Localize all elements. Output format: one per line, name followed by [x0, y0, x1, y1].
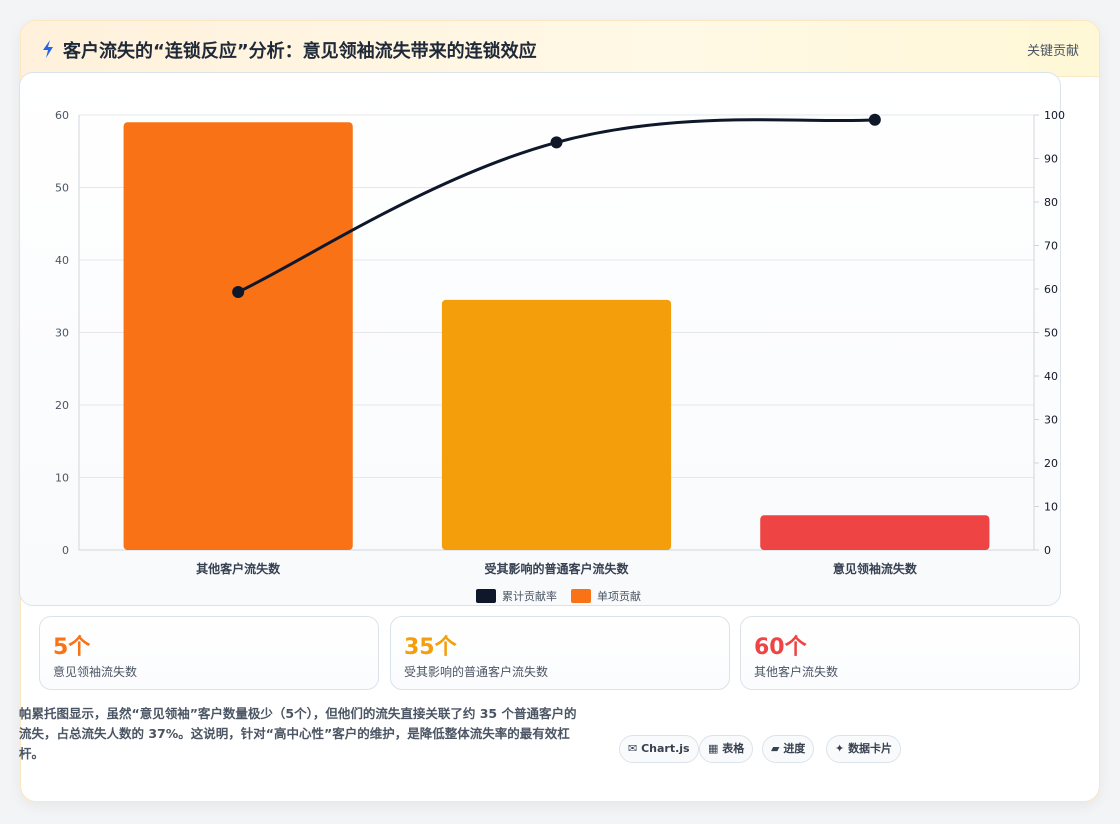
y-tick-label-right: 60	[1044, 283, 1058, 296]
stat-value: 5个	[53, 635, 91, 660]
y-tick-label-right: 40	[1044, 370, 1058, 383]
y-tick-label-left: 30	[55, 327, 69, 340]
y-tick-label-right: 20	[1044, 457, 1058, 470]
y-tick-label-left: 20	[55, 399, 69, 412]
y-tick-label-right: 50	[1044, 327, 1058, 340]
chart-icon: ✉	[628, 742, 638, 755]
y-tick-label-right: 30	[1044, 414, 1058, 427]
analysis-description: 帕累托图显示，虽然“意见领袖”客户数量极少（5个），但他们的流失直接关联了约 3…	[19, 706, 577, 761]
line-point	[868, 113, 881, 126]
key-contribution-badge: 关键贡献	[1026, 44, 1079, 59]
stat-value: 60个	[754, 635, 807, 660]
stat-card-affected: 35个 受其影响的普通客户流失数	[390, 616, 730, 690]
tag-data-card[interactable]: ✦ 数据卡片	[826, 735, 902, 763]
bar	[441, 299, 672, 550]
y-tick-label-left: 60	[55, 109, 69, 122]
tag-table[interactable]: ▦ 表格	[699, 735, 754, 763]
y-tick-label-right: 0	[1044, 544, 1051, 557]
tag-label: Chart.js	[641, 742, 690, 755]
bar	[123, 122, 353, 550]
y-tick-label-right: 80	[1044, 196, 1058, 209]
y-tick-label-left: 40	[55, 254, 69, 267]
legend-label-single: 单项贡献	[597, 589, 641, 603]
stat-label: 意见领袖流失数	[53, 665, 138, 679]
legend-swatch-single	[571, 589, 591, 603]
x-tick-label: 受其影响的普通客户流失数	[484, 561, 629, 576]
x-tick-label: 意见领袖流失数	[833, 561, 918, 576]
sparkle-icon: ✦	[835, 742, 845, 755]
y-tick-label-left: 0	[62, 544, 69, 557]
stat-label: 其他客户流失数	[754, 665, 839, 679]
table-icon: ▦	[708, 742, 719, 755]
bar	[760, 515, 990, 550]
lightning-icon	[43, 40, 53, 58]
stat-label: 受其影响的普通客户流失数	[404, 665, 549, 679]
tag-progress[interactable]: ▰ 进度	[762, 735, 815, 763]
tag-chartjs[interactable]: ✉ Chart.js	[619, 735, 699, 763]
card-header: 客户流失的“连锁反应”分析：意见领袖流失带来的连锁效应 关键贡献	[21, 21, 1099, 77]
line-point	[550, 136, 563, 149]
tag-label: 数据卡片	[848, 742, 893, 755]
y-tick-label-right: 100	[1044, 109, 1065, 122]
tag-label: 进度	[783, 742, 806, 755]
y-tick-label-right: 90	[1044, 153, 1058, 166]
stat-card-other: 60个 其他客户流失数	[740, 616, 1080, 690]
x-tick-label: 其他客户流失数	[196, 561, 281, 576]
tag-label: 表格	[722, 742, 745, 755]
progress-icon: ▰	[771, 742, 780, 755]
y-tick-label-right: 70	[1044, 240, 1058, 253]
stat-value: 35个	[404, 635, 457, 660]
y-tick-label-left: 50	[55, 182, 69, 195]
y-tick-label-left: 10	[55, 472, 69, 485]
legend-swatch-cumulative	[476, 589, 496, 603]
page-title: 客户流失的“连锁反应”分析：意见领袖流失带来的连锁效应	[63, 41, 537, 62]
stat-card-leader: 5个 意见领袖流失数	[39, 616, 379, 690]
y-tick-label-right: 10	[1044, 501, 1058, 514]
legend-label-cumulative: 累计贡献率	[502, 589, 557, 603]
line-point	[232, 286, 245, 299]
